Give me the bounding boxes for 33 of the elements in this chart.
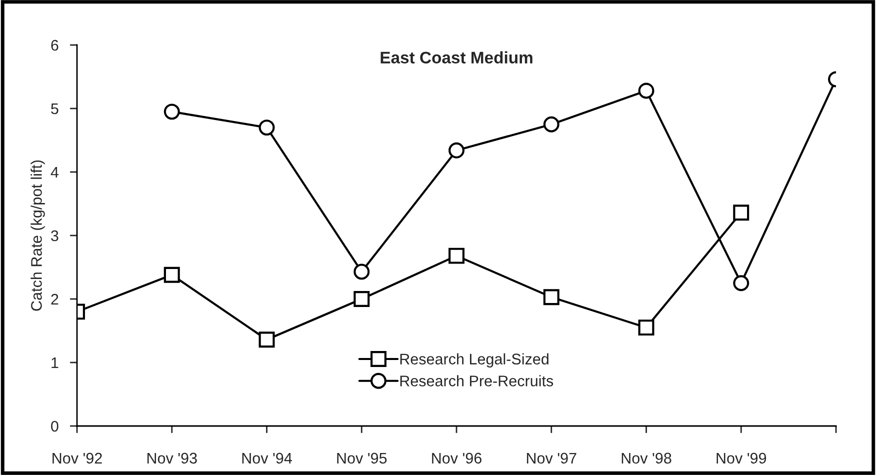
y-tick-label: 3 (51, 230, 58, 242)
point (164, 266, 180, 283)
y-tick-label: 2 (51, 294, 58, 305)
point (258, 332, 275, 348)
point (448, 142, 464, 158)
legend-label: Research Legal-Sized (400, 353, 548, 368)
legend-label: Research Pre-Recruits (400, 375, 554, 386)
x-tick-label: Nov '94 (242, 452, 292, 464)
point (638, 82, 654, 99)
point (543, 116, 560, 132)
x-tick-label: Nov '98 (622, 452, 672, 464)
x-tick-label: Nov '95 (337, 452, 387, 464)
point (733, 275, 750, 292)
y-tick-label: 1 (52, 358, 58, 368)
point (354, 291, 370, 307)
point (448, 248, 464, 264)
point (733, 204, 750, 221)
x-tick-label: Nov '99 (716, 452, 766, 464)
x-tick-label: Nov '92 (52, 452, 102, 464)
point (543, 289, 560, 306)
point (164, 104, 180, 120)
y-axis-title: Catch Rate (kg/pot lift) (30, 160, 45, 311)
x-tick-label: Nov '93 (147, 452, 197, 464)
chart-title: East Coast Medium (380, 51, 532, 64)
y-tick-label: 6 (51, 40, 58, 51)
point (354, 264, 370, 280)
y-tick-label: 4 (50, 167, 58, 178)
point (638, 320, 654, 336)
point (258, 120, 275, 136)
y-tick-label: 0 (51, 420, 58, 432)
y-tick-label: 5 (51, 104, 58, 114)
x-tick-label: Nov '97 (526, 452, 576, 464)
x-tick-label: Nov '96 (432, 452, 482, 464)
